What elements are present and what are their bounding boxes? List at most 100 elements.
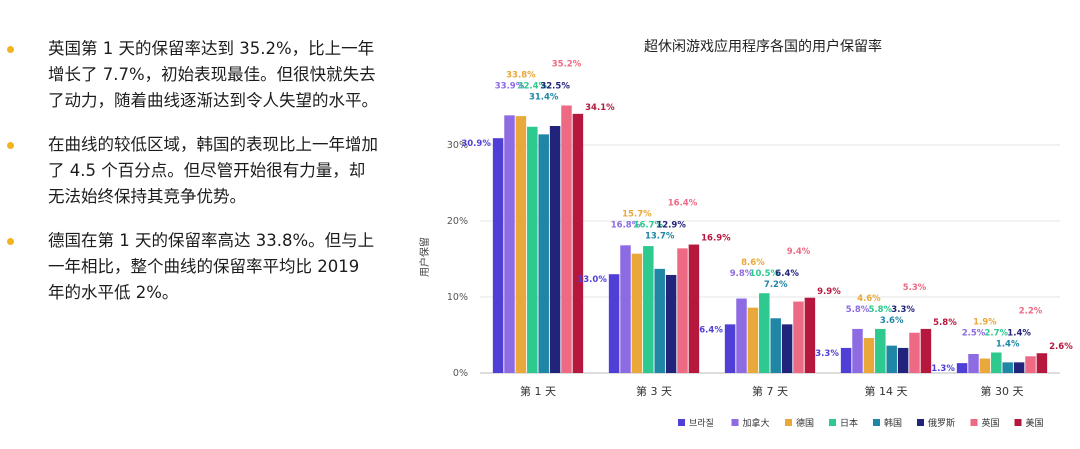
bar [897,347,909,373]
legend-swatch [678,419,685,426]
bar [608,274,620,373]
bar [492,138,504,373]
y-tick-label: 20% [447,216,468,227]
legend-label: 加拿大 [743,417,770,429]
bar [643,246,654,373]
bar-labels: 30.9% 33.9%33.8%32.4%31.4%32.5% 35.2% 34.1%… [461,59,1073,374]
bar [863,338,875,373]
bar [1002,362,1013,373]
bar [736,298,747,373]
data-label: 7.2% [764,280,788,290]
bar [956,363,968,373]
data-label: 1.4% [1007,328,1031,338]
bar [759,293,770,373]
data-label: 3.6% [880,316,904,326]
legend-label: 俄罗斯 [928,417,955,429]
bars [492,105,1048,374]
x-tick-label: 第 30 天 [981,384,1024,398]
data-label: 31.4% [529,92,559,102]
bar [804,297,816,373]
bar [781,324,793,373]
data-label: 13.7% [645,232,675,242]
bar [527,126,538,373]
bar [852,328,863,373]
data-label: 9.4% [787,247,811,257]
bar [1036,353,1048,373]
bullet-text: 德国在第 1 天的保留率高达 33.8%。但与上一年相比，整个曲线的保留率平均比… [48,231,375,302]
x-tick-label: 第 3 天 [636,384,672,398]
bar [1013,362,1025,373]
data-label: 2.7% [985,328,1009,338]
chart-title: 超休闲游戏应用程序各国的用户保留率 [644,38,882,55]
legend-swatch [785,419,792,426]
x-axis-ticks: 第 1 天 第 3 天 第 7 天 第 14 天 第 30 天 [520,384,1024,398]
bar [538,134,549,373]
data-label: 15.7% [622,210,652,220]
bar [920,328,932,373]
bar [793,301,804,373]
data-label: 2.2% [1019,306,1043,316]
y-tick-label: 10% [447,292,468,303]
data-label: 16.9% [701,234,731,244]
bar [620,245,631,373]
legend-swatch [731,419,739,426]
legend-swatch [873,419,880,426]
data-label: 13.0% [577,275,607,285]
bar [840,347,852,373]
legend-swatch [1014,419,1022,426]
bullet-item: 德国在第 1 天的保留率高达 33.8%。但与上一年相比，整个曲线的保留率平均比… [0,228,380,306]
data-label: 4.6% [857,294,881,304]
legend-label: 韩国 [884,417,902,429]
data-label: 9.8% [730,269,754,279]
data-label: 33.8% [506,70,536,80]
bar [677,248,688,373]
legend-swatch [829,419,836,426]
legend-swatch [917,419,924,426]
data-label: 33.9% [495,81,525,91]
data-label: 1.4% [996,339,1020,349]
bar [770,318,781,373]
bar [654,268,665,373]
bullet-text: 在曲线的较低区域，韩国的表现比上一年增加了 4.5 个百分点。但尽管开始很有力量… [48,135,378,206]
retention-bar-chart: 超休闲游戏应用程序各国的用户保留率 用户保留 0% 10% 20% 30% 30.9%… [418,38,1073,429]
bar [1025,356,1036,373]
y-axis-label: 用户保留 [418,237,431,277]
data-label: 5.8% [933,318,957,328]
legend-label: 英国 [982,417,1000,429]
bullet-list: 英国第 1 天的保留率达到 35.2%，比上一年增长了 7.7%，初始表现最佳。… [0,36,380,324]
data-label: 30.9% [461,139,491,149]
bar [979,358,991,373]
data-label: 8.6% [741,258,765,268]
bar [515,116,527,374]
y-tick-label: 0% [453,368,468,379]
data-label: 16.4% [668,199,698,209]
data-label: 9.9% [817,287,841,297]
data-label: 32.5% [540,81,570,91]
y-tick-label: 30% [447,140,468,151]
y-axis-ticks: 0% 10% 20% 30% [447,140,468,379]
bar [886,345,897,373]
data-label: 12.9% [656,221,686,231]
bar [631,253,643,373]
bar [968,354,979,373]
legend-label: 브라질 [689,417,714,429]
bullet-item: 英国第 1 天的保留率达到 35.2%，比上一年增长了 7.7%，初始表现最佳。… [0,36,380,114]
data-label: 5.3% [903,283,927,293]
data-label: 34.1% [585,103,615,113]
bar [909,332,920,373]
data-label: 3.3% [815,349,839,359]
bullet-text: 英国第 1 天的保留率达到 35.2%，比上一年增长了 7.7%，初始表现最佳。… [48,39,378,110]
bar [572,113,584,373]
legend-label: 日本 [840,417,858,429]
bar [665,274,677,373]
x-tick-label: 第 14 天 [865,384,908,398]
data-label: 2.6% [1049,342,1073,352]
bar [688,244,700,373]
legend: 브라질 加拿大 德国 日本 韩国 俄罗斯 英国 美国 [678,417,1044,429]
data-label: 5.8% [869,305,893,315]
bullet-dot-icon [7,238,14,245]
bullet-dot-icon [7,46,14,53]
data-label: 10.5% [750,269,780,279]
data-label: 6.4% [775,269,799,279]
data-label: 6.4% [699,325,723,335]
